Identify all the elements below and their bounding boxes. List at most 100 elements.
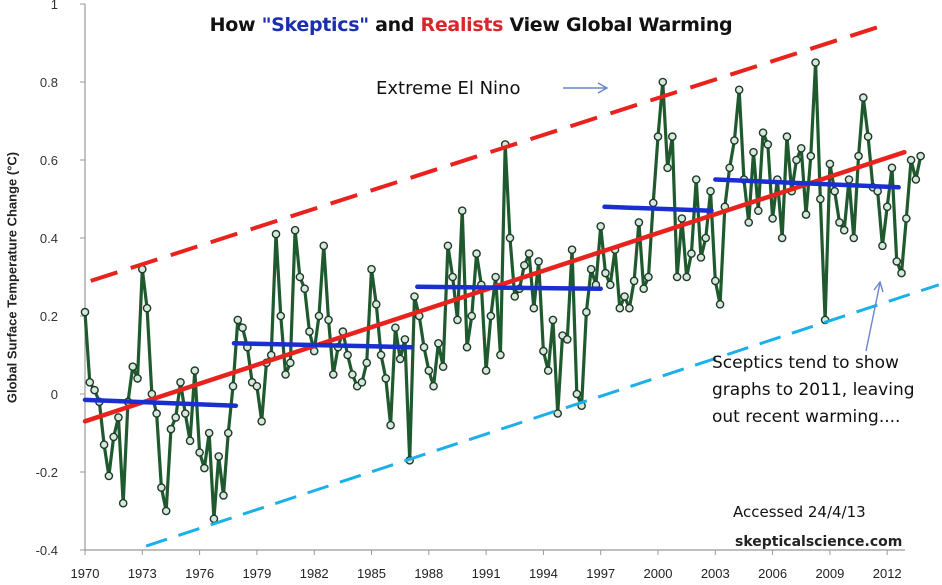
data-point [486, 311, 496, 321]
sceptics-line-3: out recent warming.... [712, 407, 901, 427]
data-point [209, 514, 219, 524]
sceptics-line-2: graphs to 2011, leaving [712, 380, 915, 400]
data-point [391, 323, 400, 333]
data-point [849, 233, 859, 243]
data-point [133, 374, 142, 383]
data-point [457, 206, 467, 215]
data-point [696, 253, 706, 262]
data-point [725, 163, 734, 173]
data-point [114, 413, 123, 422]
data-point [562, 335, 572, 344]
x-tick-label: 1994 [529, 566, 558, 581]
data-point [429, 381, 438, 391]
data-point [902, 214, 911, 223]
data-point [367, 264, 376, 274]
data-point [166, 424, 176, 434]
title-prefix: How [209, 14, 262, 36]
y-tick-label: -0.4 [36, 543, 58, 558]
sceptics-line-1: Sceptics tend to show [712, 353, 899, 373]
data-point [510, 292, 520, 301]
y-tick-label: 0.6 [40, 153, 58, 168]
data-point [768, 214, 777, 223]
x-tick-label: 1988 [414, 566, 443, 581]
x-tick-label: 2012 [873, 566, 902, 581]
x-tick-label: 1973 [128, 566, 157, 581]
y-tick-label: 1 [51, 0, 58, 12]
data-point [782, 132, 792, 141]
data-point [553, 409, 563, 418]
sceptics-arrowhead [873, 280, 884, 293]
sceptics-annotation: Sceptics tend to show graphs to 2011, le… [712, 350, 942, 431]
data-point [682, 272, 691, 282]
x-tick-label: 1997 [586, 566, 615, 581]
data-point [462, 342, 472, 352]
data-point [419, 342, 429, 352]
x-tick-label: 2006 [758, 566, 787, 581]
data-point [906, 155, 916, 165]
data-point [223, 428, 233, 438]
data-point [453, 315, 462, 325]
data-point [171, 413, 181, 422]
data-point [806, 151, 816, 161]
el-nino-annotation: Extreme El Nino [376, 78, 521, 99]
data-point [505, 233, 515, 243]
data-point [811, 58, 820, 67]
guide-lines [82, 21, 940, 548]
data-point [161, 506, 171, 516]
data-point [109, 432, 118, 442]
data-point [176, 377, 185, 387]
data-point [911, 175, 921, 184]
data-point [252, 381, 262, 391]
data-point [290, 225, 300, 235]
data-point [357, 377, 367, 387]
data-point [601, 268, 610, 278]
accessed-date: Accessed 24/4/13 [733, 503, 866, 521]
skeptic-step-segment [602, 204, 714, 213]
y-tick-label: 0.8 [40, 75, 58, 90]
data-point [629, 276, 639, 286]
data-point [434, 338, 443, 348]
title-suffix: View Global Warming [503, 14, 733, 36]
data-point [596, 221, 606, 231]
data-point [85, 377, 95, 387]
data-point [491, 272, 500, 282]
axes: 1 0.8 0.6 0.4 0.2 0 -0.2 -0.4 1970 1973 1976 1979 19… [36, 0, 905, 581]
data-point [701, 233, 711, 243]
data-point [668, 132, 677, 141]
data-point [443, 241, 453, 251]
data-point [424, 366, 434, 375]
data-point [276, 311, 286, 321]
skeptic-step-segment [231, 341, 414, 350]
x-tick-label: 1979 [242, 566, 271, 581]
skeptic-step-segment [415, 284, 603, 291]
data-point [586, 264, 596, 274]
data-point [711, 276, 720, 286]
data-point [706, 186, 715, 196]
y-tick-label: -0.2 [36, 465, 58, 480]
series-line [83, 60, 923, 521]
data-point [796, 143, 806, 153]
data-point [142, 303, 152, 313]
data-point [200, 463, 209, 473]
data-point [777, 233, 787, 243]
data-point [892, 257, 902, 266]
data-point [386, 420, 395, 430]
data-point [572, 389, 582, 399]
data-point [582, 307, 591, 317]
skeptic-step-segment [82, 397, 239, 408]
data-point [524, 249, 534, 258]
y-tick-label: 0.2 [40, 309, 58, 324]
data-point [677, 214, 687, 223]
el-nino-arrowhead [597, 82, 609, 94]
data-point [400, 335, 410, 344]
data-point [180, 409, 190, 418]
data-point [753, 206, 763, 215]
y-tick-label: 0.4 [40, 231, 58, 246]
data-point [496, 350, 505, 360]
skeptic-steps [82, 177, 901, 408]
data-point [219, 491, 228, 500]
sceptics-arrow [865, 282, 881, 352]
data-point [639, 284, 648, 294]
data-point [863, 132, 873, 141]
data-point [734, 85, 744, 95]
